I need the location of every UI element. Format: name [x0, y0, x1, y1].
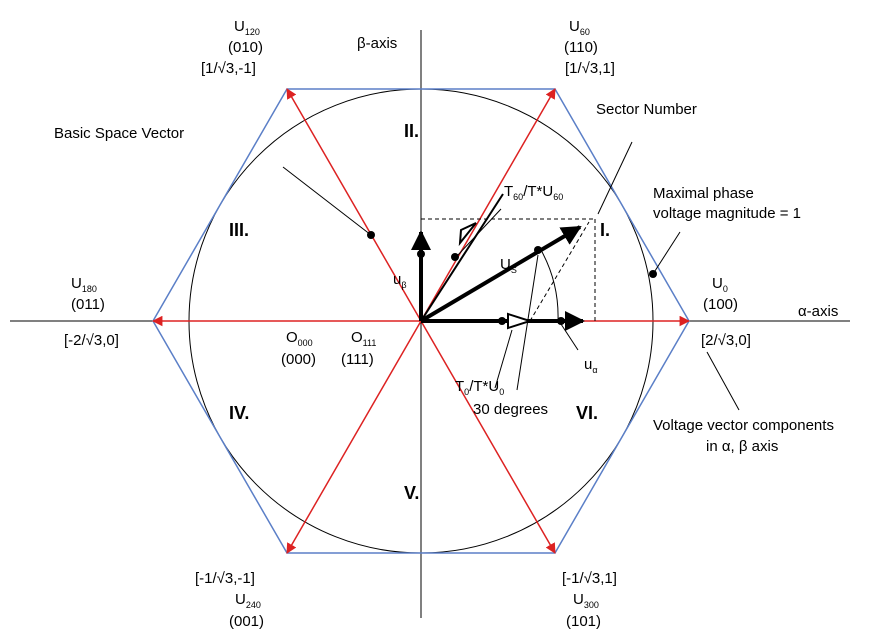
- thirty-degree-arc: [540, 249, 559, 322]
- u180-code: (011): [71, 296, 105, 313]
- o111-label: O111: [351, 329, 376, 348]
- o000-label: O000: [286, 329, 313, 348]
- t60-label: T60/T*U60: [504, 183, 563, 202]
- u120-code: (010): [228, 39, 263, 56]
- u0-code: (100): [703, 296, 738, 313]
- sector-3-label: III.: [229, 220, 249, 240]
- u240-coord: [-1/√3,-1]: [195, 570, 255, 587]
- u120-coord: [1/√3,-1]: [201, 60, 256, 77]
- sector-6-label: VI.: [576, 403, 598, 423]
- t60-vector: [420, 193, 504, 322]
- t0-hollow-arrow: [507, 312, 534, 330]
- voltage-components-line1: Voltage vector components: [653, 417, 834, 434]
- leader-lines: [282, 141, 740, 411]
- basic-space-vector-label: Basic Space Vector: [54, 125, 184, 142]
- u-beta-label: uβ: [393, 271, 407, 290]
- u180-label: U180: [71, 275, 97, 294]
- u240-label: U240: [235, 591, 261, 610]
- sector-1-label: I.: [600, 220, 610, 240]
- u60-code: (110): [564, 39, 598, 56]
- reference-dots: [367, 231, 657, 325]
- u300-coord: [-1/√3,1]: [562, 570, 617, 587]
- us-label: US: [500, 256, 517, 275]
- sector-5-label: V.: [404, 483, 419, 503]
- vector-u120: [286, 88, 422, 322]
- u300-code: (101): [566, 613, 601, 630]
- u180-coord: [-2/√3,0]: [64, 332, 119, 349]
- vector-u300: [420, 320, 556, 554]
- us-vector: [419, 225, 582, 323]
- thirty-degrees-label: 30 degrees: [473, 401, 548, 418]
- u120-label: U120: [234, 18, 260, 37]
- o000-code: (000): [281, 351, 316, 368]
- alpha-axis-label: α-axis: [798, 303, 838, 320]
- u240-code: (001): [229, 613, 264, 630]
- voltage-components-line2: in α, β axis: [706, 438, 778, 455]
- sector-number-label: Sector Number: [596, 101, 697, 118]
- max-phase-line2: voltage magnitude = 1: [653, 205, 801, 222]
- dashed-construction: [421, 218, 596, 322]
- max-phase-line1: Maximal phase: [653, 185, 754, 202]
- u-alpha-label: uα: [584, 356, 598, 375]
- vector-u240: [286, 320, 422, 554]
- u60-label: U60: [569, 18, 590, 37]
- sector-4-label: IV.: [229, 403, 249, 423]
- t60-hollow-arrow: [458, 222, 477, 247]
- u300-label: U300: [573, 591, 599, 610]
- vector-u60: [420, 88, 556, 322]
- u0-coord: [2/√3,0]: [701, 332, 751, 349]
- sector-2-label: II.: [404, 121, 419, 141]
- t0-label: T0/T*U0: [455, 378, 504, 397]
- beta-axis-label: β-axis: [357, 35, 397, 52]
- o111-code: (111): [341, 351, 374, 368]
- u0-label: U0: [712, 275, 728, 294]
- u60-coord: [1/√3,1]: [565, 60, 615, 77]
